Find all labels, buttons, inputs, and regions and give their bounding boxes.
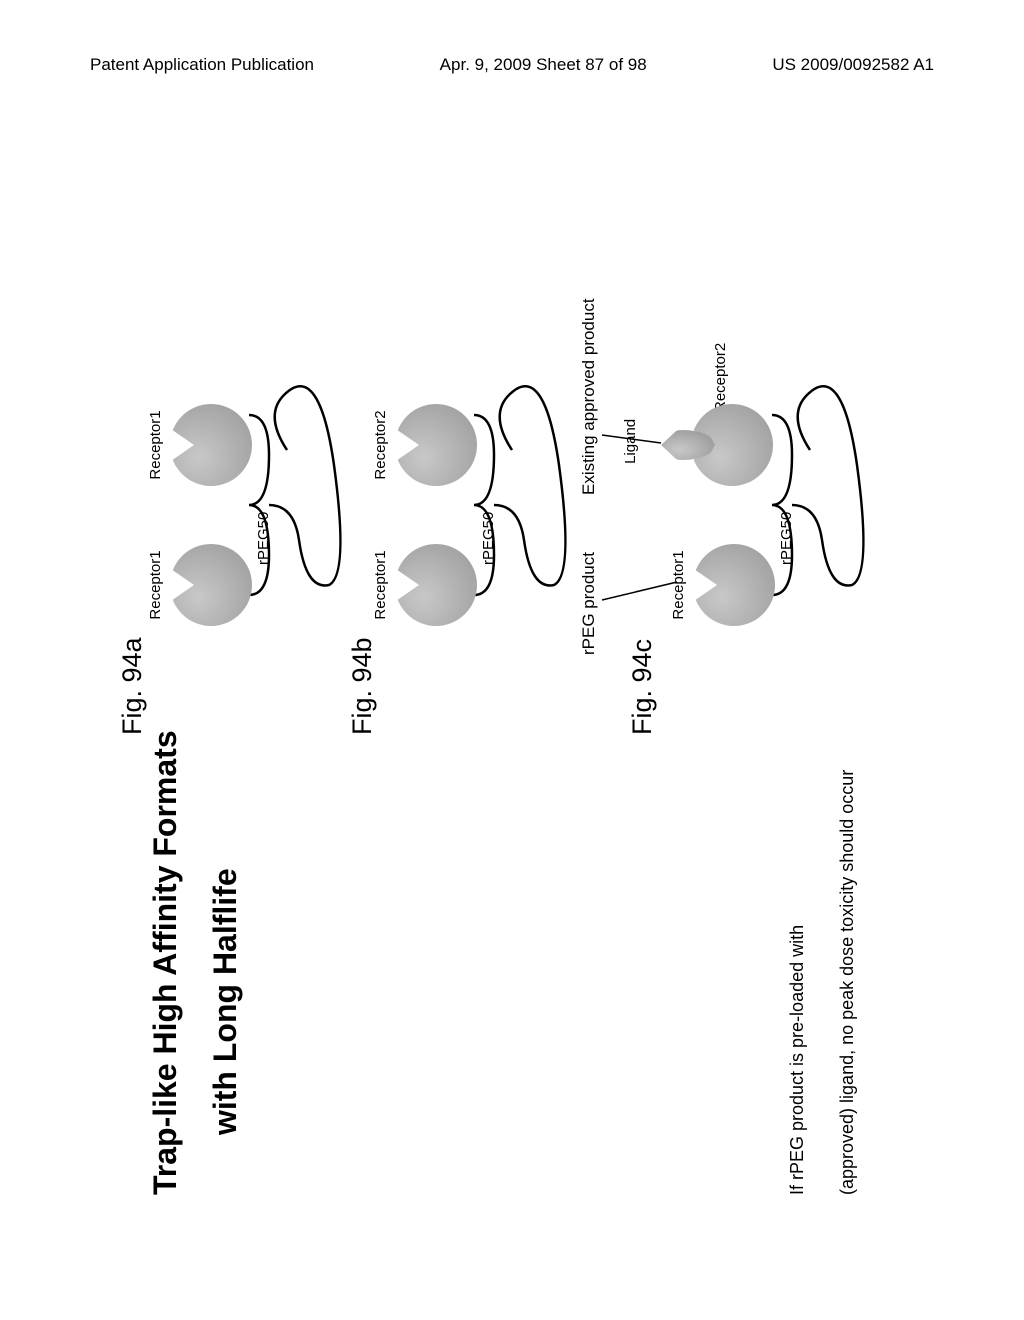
header-center: Apr. 9, 2009 Sheet 87 of 98: [440, 55, 647, 75]
receptor-c-1-shape: [693, 544, 775, 626]
header-left: Patent Application Publication: [90, 55, 314, 75]
receptor-b-2: Receptor2: [372, 395, 477, 495]
footer-note-1: If rPEG product is pre-loaded with: [787, 925, 808, 1195]
receptor-a-2-label: Receptor1: [147, 395, 164, 495]
receptor-b-1-label: Receptor1: [372, 535, 389, 635]
receptor-a-1: Receptor1: [147, 535, 252, 635]
receptor-a-2: Receptor1: [147, 395, 252, 495]
fig-label-c: Fig. 94c: [627, 639, 658, 735]
receptor-a-1-label: Receptor1: [147, 535, 164, 635]
receptor-b-2-label: Receptor2: [372, 395, 389, 495]
receptor-a-2-shape: [170, 404, 252, 486]
diagram-b: Receptor1 Receptor2 rPEG50: [372, 395, 477, 635]
receptor-b-1-shape: [395, 544, 477, 626]
annotation-lines: [587, 275, 702, 645]
receptor-b-1: Receptor1: [372, 535, 477, 635]
sub-title: with Long Halflife: [207, 868, 244, 1135]
receptor-c-2-shape: [691, 404, 773, 486]
diagram-a: Receptor1 Receptor1 rPEG50: [147, 395, 252, 635]
receptor-a-1-shape: [170, 544, 252, 626]
header-right: US 2009/0092582 A1: [772, 55, 934, 75]
main-title: Trap-like High Affinity Formats: [147, 730, 184, 1195]
receptor-b-2-shape: [395, 404, 477, 486]
fig-label-b: Fig. 94b: [347, 637, 378, 735]
footer-note-2: (approved) ligand, no peak dose toxicity…: [837, 770, 858, 1195]
fig-label-a: Fig. 94a: [117, 637, 148, 735]
receptor-c-2-label: Receptor2: [712, 343, 729, 412]
figure-content: Trap-like High Affinity Formats with Lon…: [117, 155, 907, 1195]
